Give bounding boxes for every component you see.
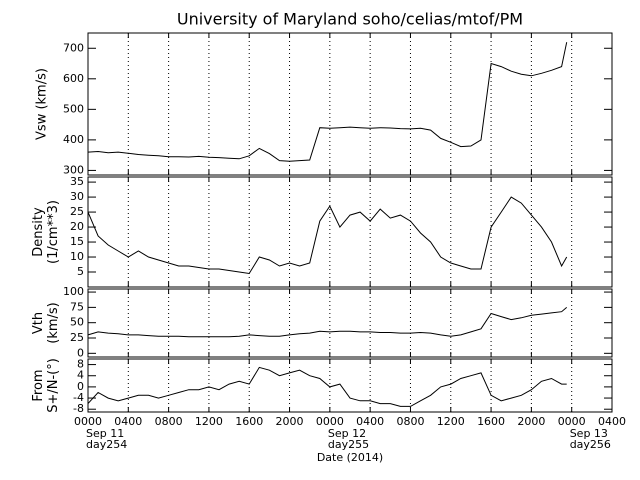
x-tick-label: 0000 [316, 415, 344, 428]
y-axis-title: From [31, 369, 46, 401]
x-tick-label: 0000 [558, 415, 586, 428]
date-label: Sep 12 [328, 427, 366, 440]
y-tick-label: 15 [70, 235, 84, 248]
y-axis-title: S+/N-(°) [46, 358, 61, 413]
x-tick-label: 1200 [437, 415, 465, 428]
y-tick-label: 20 [70, 220, 84, 233]
y-tick-label: 8 [77, 358, 84, 371]
date-label: Sep 11 [86, 427, 124, 440]
y-axis-title: Vth [31, 312, 46, 334]
x-tick-label: 0800 [396, 415, 424, 428]
x-tick-label: 0400 [114, 415, 142, 428]
y-tick-label: 10 [70, 250, 84, 263]
y-tick-label: 4 [77, 369, 84, 382]
chart-title: University of Maryland soho/celias/mtof/… [177, 10, 523, 29]
y-tick-label: 100 [63, 285, 84, 298]
y-tick-label: 0 [77, 346, 84, 359]
y-tick-label: -8 [73, 402, 84, 415]
y-tick-label: 75 [70, 300, 84, 313]
date-label: day254 [86, 438, 127, 451]
y-axis-title: Vsw (km/s) [35, 68, 50, 140]
data-line [87, 42, 568, 162]
x-tick-label: 0400 [356, 415, 384, 428]
x-tick-label: 0000 [74, 415, 102, 428]
y-tick-label: -4 [73, 391, 84, 404]
x-tick-label: 1600 [477, 415, 505, 428]
x-tick-label: 0800 [155, 415, 183, 428]
y-axis-title: (km/s) [46, 302, 61, 344]
y-tick-label: 35 [70, 175, 84, 188]
date-label: Sep 13 [570, 427, 608, 440]
x-axis-title: Date (2014) [317, 451, 383, 464]
date-label: day256 [570, 438, 611, 451]
x-tick-label: 2000 [517, 415, 545, 428]
data-line [87, 307, 568, 338]
x-tick-label: 0400 [598, 415, 626, 428]
panel-frame [87, 32, 613, 176]
y-axis-title: Density [31, 207, 46, 257]
y-tick-label: 50 [70, 316, 84, 329]
x-tick-label: 1600 [235, 415, 263, 428]
x-tick-label: 2000 [276, 415, 304, 428]
y-tick-label: 700 [63, 41, 84, 54]
y-tick-label: 500 [63, 102, 84, 115]
y-tick-label: 25 [70, 331, 84, 344]
data-line [87, 366, 567, 407]
y-tick-label: 5 [77, 265, 84, 278]
y-axis-title: (1/cm**3) [46, 200, 61, 264]
panel-frame [87, 358, 613, 413]
y-tick-label: 0 [77, 380, 84, 393]
y-tick-label: 600 [63, 72, 84, 85]
x-tick-label: 1200 [195, 415, 223, 428]
y-tick-label: 400 [63, 133, 84, 146]
y-tick-label: 300 [63, 163, 84, 176]
date-label: day255 [328, 438, 369, 451]
data-line [87, 196, 568, 275]
y-tick-label: 25 [70, 205, 84, 218]
panel-frame [87, 176, 613, 288]
y-tick-label: 30 [70, 190, 84, 203]
